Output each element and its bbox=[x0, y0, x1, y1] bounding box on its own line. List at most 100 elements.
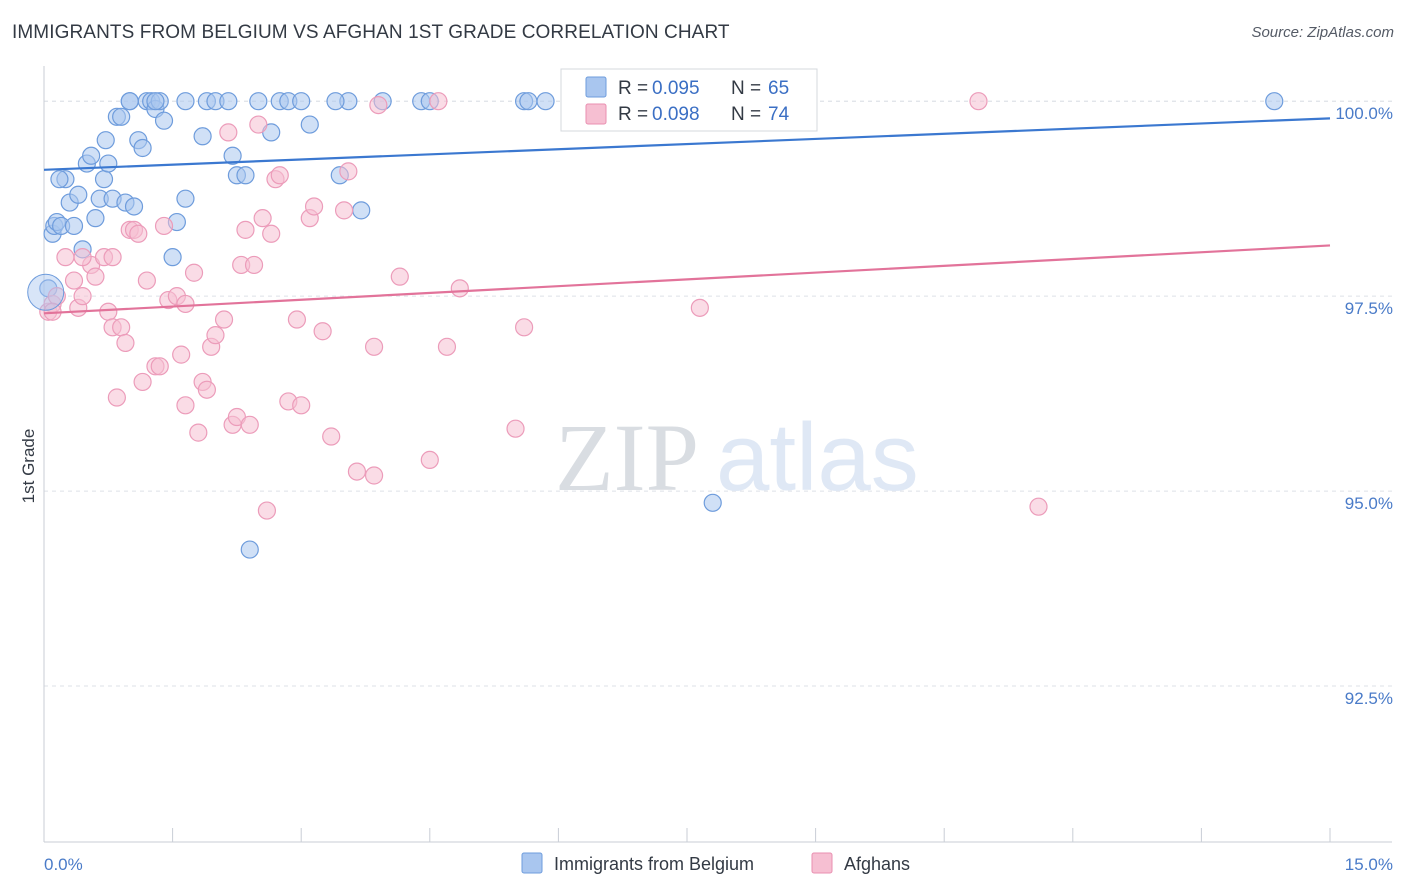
point-afghans bbox=[506, 419, 525, 438]
point-afghans bbox=[240, 415, 259, 434]
point-belgium bbox=[99, 154, 118, 173]
point-belgium bbox=[133, 138, 152, 158]
point-afghans bbox=[969, 92, 988, 111]
legend-r-label-afghans: R = bbox=[618, 104, 648, 125]
point-afghans bbox=[184, 263, 204, 282]
point-belgium bbox=[326, 92, 345, 111]
point-belgium bbox=[536, 92, 555, 111]
watermark-atlas: atlas bbox=[716, 404, 919, 511]
point-afghans bbox=[262, 224, 281, 243]
x-tick-label-max: 15.0% bbox=[1345, 855, 1393, 874]
point-afghans bbox=[515, 318, 534, 337]
point-belgium-cluster bbox=[27, 273, 65, 311]
point-belgium bbox=[292, 92, 311, 111]
bottom-legend-label-belgium: Immigrants from Belgium bbox=[554, 854, 754, 874]
point-belgium bbox=[519, 92, 538, 111]
legend: R = 0.095 N = 65 R = 0.098 N = 74 bbox=[560, 68, 818, 132]
point-afghans bbox=[390, 267, 409, 286]
point-belgium bbox=[120, 92, 139, 111]
point-afghans bbox=[253, 209, 272, 228]
point-afghans bbox=[99, 302, 118, 321]
legend-r-value-afghans: 0.098 bbox=[652, 104, 700, 125]
source-label: Source: ZipAtlas.com bbox=[1251, 24, 1394, 41]
grid-lines bbox=[44, 100, 1392, 687]
point-belgium bbox=[176, 92, 195, 111]
bottom-legend-swatch-afghans bbox=[811, 852, 833, 874]
point-afghans bbox=[133, 372, 152, 392]
point-belgium bbox=[300, 115, 319, 134]
point-belgium bbox=[193, 127, 212, 146]
point-belgium bbox=[249, 92, 268, 111]
point-belgium bbox=[50, 170, 69, 189]
watermark-zip: ZIP bbox=[555, 404, 699, 511]
trend-line-afghans bbox=[43, 244, 1331, 315]
point-afghans bbox=[116, 333, 135, 353]
point-afghans bbox=[304, 197, 324, 216]
point-afghans bbox=[73, 248, 92, 267]
legend-r-value-belgium: 0.095 bbox=[652, 78, 700, 99]
point-belgium bbox=[240, 540, 259, 559]
point-afghans bbox=[129, 224, 148, 243]
legend-n-value-belgium: 65 bbox=[768, 78, 789, 99]
point-afghans bbox=[450, 279, 469, 298]
point-afghans bbox=[103, 248, 122, 267]
point-belgium bbox=[96, 131, 115, 150]
legend-n-value-afghans: 74 bbox=[768, 104, 790, 125]
trend-line-belgium bbox=[43, 117, 1331, 171]
point-belgium bbox=[154, 111, 174, 130]
point-afghans bbox=[176, 396, 195, 415]
point-afghans bbox=[189, 423, 208, 442]
point-afghans bbox=[364, 466, 384, 485]
point-afghans bbox=[347, 462, 367, 481]
legend-swatch-afghans bbox=[585, 103, 607, 125]
point-afghans bbox=[287, 310, 307, 329]
bottom-legend-label-afghans: Afghans bbox=[844, 854, 910, 874]
point-afghans bbox=[249, 115, 268, 134]
y-tick-label: 97.5% bbox=[1345, 299, 1393, 318]
point-afghans bbox=[257, 501, 277, 520]
point-belgium bbox=[69, 185, 88, 204]
point-belgium bbox=[223, 146, 242, 165]
point-afghans bbox=[369, 95, 388, 115]
point-afghans bbox=[420, 450, 439, 469]
point-afghans bbox=[137, 271, 156, 290]
point-belgium bbox=[163, 248, 182, 267]
point-belgium bbox=[703, 493, 722, 512]
tick-labels: 100.0% 97.5% 95.0% 92.5% 0.0% 15.0% bbox=[44, 104, 1393, 874]
point-afghans bbox=[364, 337, 384, 356]
point-afghans bbox=[1029, 497, 1048, 516]
point-afghans bbox=[206, 326, 225, 345]
data-points bbox=[27, 92, 1284, 559]
point-afghans bbox=[107, 388, 126, 407]
point-afghans bbox=[172, 345, 191, 364]
point-afghans bbox=[86, 267, 105, 286]
point-afghans bbox=[339, 162, 358, 181]
chart-title: IMMIGRANTS FROM BELGIUM VS AFGHAN 1ST GR… bbox=[12, 22, 730, 43]
point-afghans bbox=[214, 310, 234, 329]
point-belgium bbox=[236, 166, 255, 185]
y-tick-label: 95.0% bbox=[1345, 494, 1393, 513]
point-belgium bbox=[146, 92, 165, 111]
point-afghans bbox=[154, 216, 174, 236]
point-afghans bbox=[236, 220, 255, 239]
point-afghans bbox=[64, 271, 84, 290]
y-tick-label: 100.0% bbox=[1335, 104, 1393, 123]
bottom-legend-swatch-belgium bbox=[521, 852, 543, 874]
point-afghans bbox=[112, 318, 131, 337]
y-axis-title: 1st Grade bbox=[19, 429, 38, 504]
point-belgium bbox=[82, 146, 101, 165]
point-afghans bbox=[313, 322, 332, 341]
point-afghans bbox=[73, 287, 92, 306]
point-belgium bbox=[176, 189, 195, 208]
trend-lines bbox=[43, 117, 1331, 315]
y-tick-label: 92.5% bbox=[1345, 689, 1393, 708]
point-afghans bbox=[244, 255, 264, 275]
point-belgium bbox=[86, 209, 105, 228]
x-tick-label-min: 0.0% bbox=[44, 855, 83, 874]
point-afghans bbox=[219, 123, 238, 142]
legend-n-label-afghans: N = bbox=[731, 104, 761, 125]
legend-r-label-belgium: R = bbox=[618, 78, 648, 99]
point-belgium bbox=[124, 197, 144, 216]
point-belgium bbox=[219, 92, 238, 111]
